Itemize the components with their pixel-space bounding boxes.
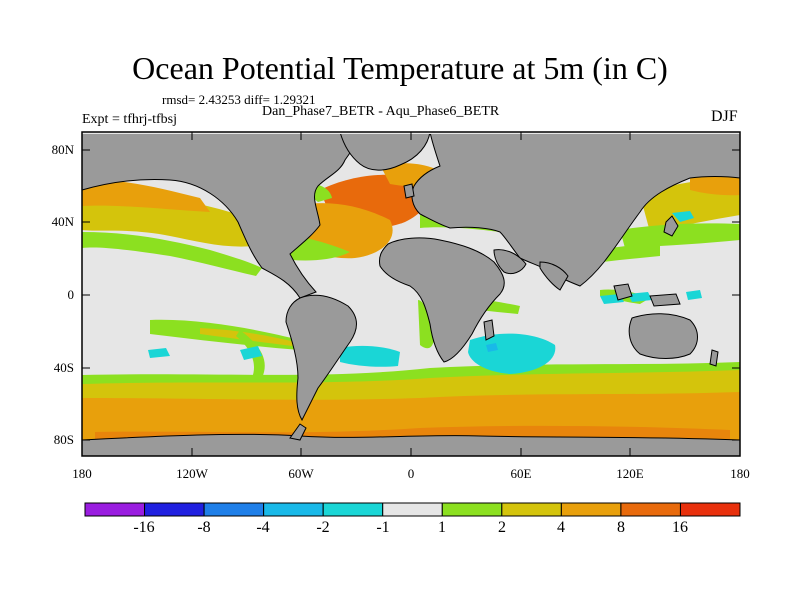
australia <box>628 313 698 359</box>
plot-title: Ocean Potential Temperature at 5m (in C) <box>132 50 668 86</box>
colorbar-label: 8 <box>617 519 625 536</box>
lon-ticks <box>81 132 741 456</box>
colorbar-swatch <box>263 502 324 517</box>
colorbar-swatch <box>560 502 622 517</box>
comparison-label: Dan_Phase7_BETR - Aqu_Phase6_BETR <box>262 104 500 119</box>
stats-line: rmsd= 2.43253 diff= 1.29321 <box>162 92 316 107</box>
lat-label-40s: 40S <box>53 360 74 375</box>
pacific-coast-cyan <box>686 290 702 300</box>
colorbar-swatch <box>620 502 681 517</box>
lon-label-180w: 180 <box>72 466 92 481</box>
south-america <box>285 294 357 422</box>
colorbar-swatch <box>84 502 146 517</box>
lon-label-120w: 120W <box>176 466 208 481</box>
north-pacific-orange <box>82 179 210 212</box>
south-atlantic-green <box>418 300 434 349</box>
lon-label-60w: 60W <box>288 466 314 481</box>
kuroshio-orange <box>690 176 740 196</box>
africa <box>379 237 505 363</box>
south-indian-cyan <box>468 333 556 374</box>
colorbar-label: -1 <box>376 519 390 536</box>
borneo <box>613 283 633 301</box>
south-pacific-green-arc <box>236 330 265 378</box>
lon-label-60e: 60E <box>510 466 532 481</box>
colorbar-label: 4 <box>557 519 565 536</box>
season-label: DJF <box>711 108 738 125</box>
lat-label-80n: 80N <box>51 142 74 157</box>
south-pacific-cyan-1 <box>148 348 170 358</box>
colorbar-label: -8 <box>197 519 211 536</box>
colorbar-swatch <box>203 502 265 517</box>
north-pacific-green-band <box>82 232 262 276</box>
colorbar-label: -2 <box>316 519 330 536</box>
southern-ocean-yellow-band <box>82 368 740 400</box>
land-masses <box>81 131 741 457</box>
colorbar <box>84 502 741 517</box>
north-pacific-cyan <box>672 211 694 222</box>
colorbar-swatch <box>144 502 205 517</box>
colorbar-label: 1 <box>438 519 446 536</box>
lat-label-0: 0 <box>67 287 75 302</box>
new-zealand <box>709 349 719 367</box>
colorbar-swatch <box>322 502 384 517</box>
colorbar-label: -4 <box>256 519 270 536</box>
lat-ticks <box>82 149 740 441</box>
colorbar-label: 16 <box>672 519 688 536</box>
south-pacific-cyan-2 <box>240 346 262 360</box>
lat-label-40n: 40N <box>51 214 74 229</box>
japan <box>663 215 679 237</box>
colorbar-swatch <box>441 502 503 517</box>
lon-label-180e: 180 <box>730 466 750 481</box>
colorbar-swatch <box>501 502 562 517</box>
british-isles <box>403 183 415 199</box>
new-guinea <box>649 293 681 307</box>
lon-label-0: 0 <box>407 466 415 481</box>
australia-south-cyan <box>628 292 652 302</box>
south-indian-blue <box>486 343 498 352</box>
antarctica <box>81 433 741 457</box>
northwest-pacific-green <box>620 223 740 248</box>
east-asia-green <box>600 244 660 262</box>
madagascar <box>483 319 495 341</box>
colorbar-label: -16 <box>133 519 155 536</box>
colorbar-swatch <box>382 502 443 517</box>
colorbar-swatch <box>679 502 741 517</box>
greenland <box>339 131 431 171</box>
antarctic-peninsula <box>289 423 307 441</box>
southern-ocean-green-edge <box>82 362 740 384</box>
india <box>539 261 569 291</box>
arabian-peninsula <box>493 249 527 275</box>
lat-label-80s: 80S <box>53 432 74 447</box>
colorbar-label: 2 <box>498 519 506 536</box>
south-atlantic-cyan <box>340 345 400 367</box>
lon-label-120e: 120E <box>616 466 644 481</box>
experiment-label: Expt = tfhrj-tfbsj <box>82 112 177 127</box>
